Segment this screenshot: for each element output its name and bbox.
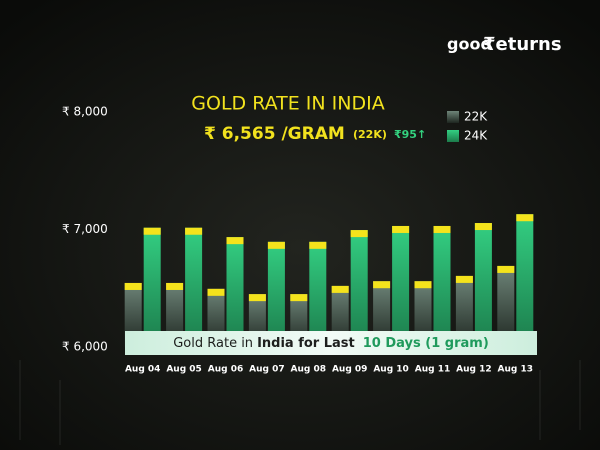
bar-cap <box>185 227 203 235</box>
legend-swatch <box>447 111 459 123</box>
bar <box>433 225 451 347</box>
bar <box>166 282 184 347</box>
banner-part: India for Last <box>257 336 355 351</box>
x-tick-label: Aug 11 <box>415 365 450 375</box>
background-decoration <box>19 360 581 445</box>
x-tick-label: Aug 13 <box>498 365 533 375</box>
bar <box>516 214 534 347</box>
bar-cap <box>143 227 161 235</box>
banner-text: Gold Rate in India for Last 10 Days (1 gra… <box>173 336 489 351</box>
bar-cap <box>226 237 244 245</box>
bar <box>309 241 327 347</box>
x-tick-label: Aug 06 <box>208 365 243 375</box>
bar-cap <box>124 282 142 290</box>
bar-cap <box>373 281 391 289</box>
x-tick-label: Aug 04 <box>125 365 160 375</box>
bar <box>392 225 410 347</box>
price: ₹ 6,565 /GRAM <box>204 124 345 144</box>
legend-label: 24K <box>464 129 488 143</box>
x-tick-label: Aug 07 <box>249 365 284 375</box>
bar <box>414 281 432 347</box>
bar-cap <box>207 288 225 296</box>
x-tick-label: Aug 12 <box>456 365 491 375</box>
bar-cap <box>290 294 308 302</box>
bar-cap <box>497 265 515 273</box>
y-tick-label: ₹ 8,000 <box>62 105 108 119</box>
bar-cap <box>516 214 534 222</box>
y-tick-label: ₹ 6,000 <box>62 340 108 354</box>
bar <box>497 265 515 347</box>
bar <box>226 237 244 347</box>
bar-cap <box>309 241 327 249</box>
banner-part: 10 Days (1 gram) <box>363 336 489 351</box>
bar <box>373 281 391 347</box>
banner <box>125 331 537 355</box>
bar-cap <box>267 241 285 249</box>
bar <box>455 275 473 347</box>
y-tick-label: ₹ 7,000 <box>62 222 108 236</box>
chart-title: GOLD RATE IN INDIA <box>191 93 384 115</box>
bar-cap <box>392 225 410 233</box>
purity: (22K) <box>353 128 387 141</box>
bar <box>350 230 368 347</box>
x-tick-label: Aug 05 <box>166 365 201 375</box>
banner-part: Gold Rate in <box>173 336 253 351</box>
price-change: ₹95↑ <box>394 128 426 141</box>
bar-cap <box>350 230 368 238</box>
bar <box>267 241 285 347</box>
brand-good: good <box>447 35 492 54</box>
bar <box>185 227 203 347</box>
bar-cap <box>414 281 432 289</box>
bar-cap <box>166 282 184 290</box>
bar-cap <box>474 223 492 231</box>
legend-swatch <box>447 130 459 142</box>
bar <box>124 282 142 347</box>
x-tick-label: Aug 10 <box>373 365 408 375</box>
bar <box>143 227 161 347</box>
bar-cap <box>331 285 349 293</box>
bar <box>474 223 492 347</box>
bar-cap <box>455 275 473 283</box>
legend-label: 22K <box>464 110 488 124</box>
bar-cap <box>248 294 266 302</box>
brand-returns: ₹eturns <box>483 34 562 55</box>
bar-cap <box>433 225 451 233</box>
x-tick-label: Aug 09 <box>332 365 367 375</box>
x-tick-label: Aug 08 <box>291 365 326 375</box>
